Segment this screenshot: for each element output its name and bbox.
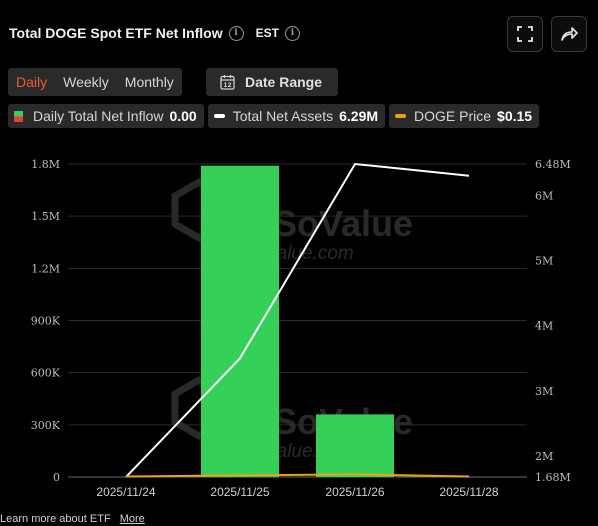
x-tick-label: 2025/11/28 [439, 485, 498, 499]
info-icon[interactable]: i [228, 25, 244, 41]
legend-label: Daily Total Net Inflow [33, 108, 164, 124]
footer: Learn more about ETF More [0, 513, 145, 525]
doge-price-line [125, 473, 470, 478]
legend-value: $0.15 [497, 108, 533, 124]
share-button[interactable] [551, 16, 587, 52]
y-right-tick-label: 5M [535, 255, 553, 268]
y-right-tick-label: 1.68M [535, 471, 571, 484]
page-title: Total DOGE Spot ETF Net Inflow [9, 25, 223, 41]
y-left-tick-label: 0 [53, 471, 60, 484]
net-assets-line [125, 162, 470, 478]
timezone-info-icon[interactable]: i [284, 25, 300, 41]
y-left-tick-label: 600K [31, 367, 61, 380]
more-link[interactable]: More [119, 513, 145, 525]
inflow-bar[interactable] [316, 414, 394, 477]
inflow-bar[interactable] [201, 165, 279, 477]
share-icon [561, 27, 578, 41]
fullscreen-button[interactable] [507, 16, 543, 52]
y-right-tick-label: 4M [535, 320, 553, 333]
tab-monthly[interactable]: Monthly [124, 74, 174, 90]
tab-weekly[interactable]: Weekly [63, 74, 109, 90]
timezone-label: EST [255, 26, 279, 40]
fullscreen-icon [517, 26, 533, 42]
line-swatch-icon [213, 114, 225, 118]
legend-label: DOGE Price [414, 108, 492, 124]
tab-daily[interactable]: Daily [16, 74, 48, 90]
y-right-tick-label: 6M [535, 189, 553, 202]
bar-swatch-icon [14, 110, 23, 122]
y-right-tick-label: 3M [535, 385, 553, 398]
y-right-tick-label: 6.48M [535, 158, 571, 171]
y-left-tick-label: 900K [31, 315, 61, 328]
period-tabs: Daily Weekly Monthly [8, 68, 182, 96]
x-tick-label: 2025/11/25 [210, 485, 269, 499]
legend-net-assets[interactable]: Total Net Assets 6.29M [207, 104, 386, 128]
legend-doge-price[interactable]: DOGE Price $0.15 [389, 104, 540, 128]
legend-value: 6.29M [339, 108, 379, 124]
x-tick-label: 2025/11/24 [96, 485, 155, 499]
chart-area: SoSoValuesosovalue.comSoSoValuesosovalue… [31, 158, 571, 499]
calendar-day: 12 [223, 82, 231, 89]
date-range-button[interactable]: 12 Date Range [206, 68, 338, 96]
chart-legend: Daily Total Net Inflow 0.00 Total Net As… [8, 104, 540, 128]
y-left-tick-label: 1.5M [31, 210, 60, 223]
legend-value: 0.00 [169, 108, 197, 124]
x-tick-label: 2025/11/26 [325, 485, 384, 499]
y-left-tick-label: 1.8M [31, 158, 60, 171]
legend-net-inflow[interactable]: Daily Total Net Inflow 0.00 [8, 104, 204, 128]
date-range-label: Date Range [245, 74, 323, 90]
footer-text: Learn more about ETF [0, 513, 111, 525]
line-swatch-icon [395, 114, 407, 118]
chart-title-row: Total DOGE Spot ETF Net Inflow i EST i [9, 25, 300, 41]
legend-label: Total Net Assets [232, 108, 334, 124]
y-left-tick-label: 1.2M [31, 262, 60, 275]
calendar-icon: 12 [220, 75, 235, 90]
y-left-tick-label: 300K [31, 419, 61, 432]
y-right-tick-label: 2M [535, 450, 553, 463]
